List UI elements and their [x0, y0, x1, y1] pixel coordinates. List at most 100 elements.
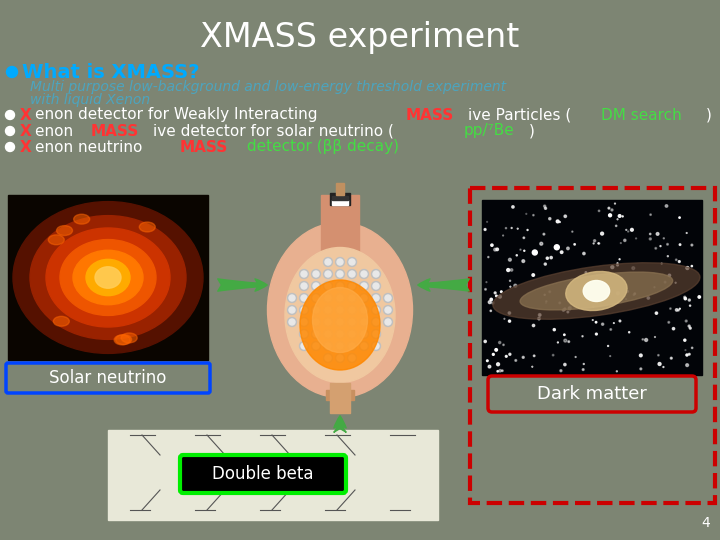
Circle shape	[617, 263, 618, 264]
Circle shape	[574, 244, 575, 245]
Circle shape	[498, 295, 501, 298]
Ellipse shape	[46, 228, 170, 327]
Circle shape	[359, 306, 369, 314]
Circle shape	[349, 343, 355, 349]
Text: enon detector for Weakly Interacting: enon detector for Weakly Interacting	[35, 107, 323, 123]
Circle shape	[349, 319, 355, 325]
Circle shape	[312, 341, 320, 350]
Circle shape	[492, 354, 494, 355]
Circle shape	[670, 357, 672, 359]
Ellipse shape	[285, 247, 395, 382]
Circle shape	[569, 306, 571, 308]
Circle shape	[301, 271, 307, 277]
Bar	[326, 390, 354, 400]
Circle shape	[679, 217, 680, 218]
Circle shape	[564, 308, 566, 310]
Circle shape	[325, 259, 331, 265]
FancyBboxPatch shape	[488, 376, 696, 412]
Circle shape	[583, 363, 584, 364]
Text: Solar neutrino: Solar neutrino	[49, 369, 167, 387]
Bar	[332, 200, 348, 205]
Circle shape	[287, 294, 297, 302]
Circle shape	[684, 339, 686, 341]
Circle shape	[348, 354, 356, 362]
Circle shape	[688, 325, 690, 327]
Circle shape	[649, 238, 652, 240]
Circle shape	[507, 268, 510, 272]
Circle shape	[511, 227, 512, 228]
Ellipse shape	[66, 219, 81, 228]
Text: ): )	[529, 124, 535, 138]
Circle shape	[514, 284, 517, 287]
Ellipse shape	[140, 222, 156, 232]
Circle shape	[582, 252, 585, 255]
Circle shape	[359, 294, 369, 302]
Circle shape	[287, 306, 297, 314]
Circle shape	[359, 341, 369, 350]
Circle shape	[665, 281, 666, 283]
Circle shape	[323, 318, 333, 327]
Circle shape	[639, 354, 642, 357]
Circle shape	[523, 237, 525, 239]
Circle shape	[337, 307, 343, 313]
Circle shape	[619, 320, 621, 322]
Bar	[321, 195, 359, 270]
Circle shape	[348, 318, 356, 327]
Circle shape	[497, 363, 500, 366]
Circle shape	[684, 298, 686, 300]
Circle shape	[598, 243, 600, 244]
Circle shape	[484, 228, 486, 231]
Circle shape	[348, 341, 356, 350]
Circle shape	[325, 331, 331, 337]
Ellipse shape	[493, 263, 700, 319]
Circle shape	[384, 318, 392, 327]
Circle shape	[688, 353, 690, 355]
Circle shape	[560, 251, 563, 253]
Circle shape	[539, 315, 541, 316]
Circle shape	[500, 291, 502, 293]
Text: ): )	[706, 107, 711, 123]
Circle shape	[348, 294, 356, 302]
Circle shape	[616, 371, 617, 372]
Circle shape	[349, 271, 355, 277]
Circle shape	[6, 126, 14, 136]
Text: X: X	[20, 139, 32, 154]
Circle shape	[348, 258, 356, 267]
Circle shape	[611, 209, 613, 211]
Circle shape	[532, 274, 534, 276]
Circle shape	[508, 320, 510, 322]
Circle shape	[301, 295, 307, 301]
Circle shape	[585, 272, 587, 273]
Circle shape	[624, 239, 626, 241]
Circle shape	[373, 307, 379, 313]
Circle shape	[670, 308, 671, 309]
Circle shape	[300, 318, 308, 327]
Text: Dark matter: Dark matter	[537, 385, 647, 403]
Circle shape	[686, 267, 689, 269]
Circle shape	[312, 281, 320, 291]
Circle shape	[685, 364, 688, 367]
Circle shape	[325, 271, 331, 277]
Circle shape	[348, 269, 356, 279]
Circle shape	[361, 307, 367, 313]
Circle shape	[661, 263, 662, 264]
Ellipse shape	[73, 250, 143, 305]
Circle shape	[337, 331, 343, 337]
Text: pp/⁷Be: pp/⁷Be	[464, 124, 515, 138]
Circle shape	[336, 354, 344, 362]
Circle shape	[336, 341, 344, 350]
Circle shape	[628, 231, 629, 232]
Circle shape	[6, 111, 14, 119]
Circle shape	[647, 297, 649, 299]
Circle shape	[600, 232, 603, 235]
Circle shape	[498, 341, 501, 343]
Circle shape	[348, 306, 356, 314]
Ellipse shape	[163, 265, 179, 275]
Circle shape	[312, 269, 320, 279]
Circle shape	[678, 261, 680, 262]
Circle shape	[665, 205, 667, 207]
Circle shape	[533, 214, 534, 216]
Circle shape	[627, 291, 629, 292]
Circle shape	[616, 225, 617, 226]
Circle shape	[325, 295, 331, 301]
